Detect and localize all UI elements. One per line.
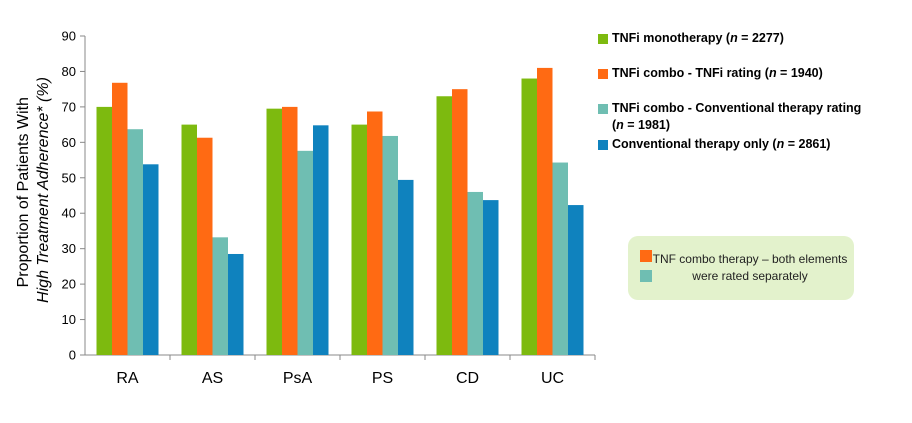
legend-item-tnfi-combo-tnfi: TNFi combo - TNFi rating (n = 1940) (598, 65, 908, 82)
y-tick-label: 90 (62, 29, 76, 44)
bar-ra-series-3 (127, 129, 143, 355)
legend-text-open: ( (612, 118, 617, 132)
bar-ra-series-2 (112, 82, 128, 355)
combo-therapy-note: TNF combo therapy – both elements were r… (628, 236, 854, 300)
y-tick-label: 80 (62, 64, 76, 79)
legend-text-rest: = 2277) (737, 31, 784, 45)
legend-text-rest: = 2861) (784, 137, 831, 151)
bar-psa-series-3 (297, 150, 313, 355)
bar-cd-series-1 (436, 96, 452, 355)
bar-cd-series-2 (452, 89, 468, 356)
bar-as-series-2 (197, 137, 213, 355)
legend-n: n (768, 66, 777, 80)
y-tick-label: 40 (62, 206, 76, 221)
x-category-label: PS (372, 370, 393, 387)
x-category-label: UC (541, 370, 564, 387)
y-tick-label: 0 (69, 348, 76, 363)
bar-as-series-3 (212, 237, 228, 355)
chart-axes (80, 35, 596, 360)
legend-item-conventional-only: Conventional therapy only (n = 2861) (598, 136, 908, 153)
legend-n: n (776, 137, 785, 151)
note-swatch-teal (640, 270, 652, 282)
bar-psa-series-4 (313, 125, 329, 355)
x-category-label: RA (116, 370, 139, 387)
legend-swatch (598, 140, 608, 150)
y-tick-label: 60 (62, 135, 76, 150)
y-tick-label: 50 (62, 170, 76, 185)
bar-uc-series-3 (552, 162, 568, 355)
legend-swatch (598, 69, 608, 79)
legend-text: TNFi monotherapy ( (612, 31, 731, 45)
y-axis-label-line1: Proportion of Patients With (15, 97, 32, 287)
note-swatch-orange (640, 250, 652, 262)
y-tick-label: 30 (62, 241, 76, 256)
bar-ra-series-4 (143, 164, 159, 355)
x-category-label: PsA (283, 370, 313, 387)
chart-bars (96, 67, 584, 356)
chart-legend: TNFi monotherapy (n = 2277) TNFi combo -… (598, 30, 908, 171)
legend-n: n (730, 31, 738, 45)
note-text: TNF combo therapy – both elements were r… (652, 252, 848, 283)
chart-labels: 0 10 20 30 40 50 60 70 80 90 RA AS PsA PS CD UC (62, 29, 565, 388)
bar-ps-series-3 (382, 135, 398, 355)
legend-text: TNFi combo - TNFi rating ( (612, 66, 769, 80)
y-axis-label: Proportion of Patients With High Treatme… (15, 77, 52, 303)
bar-ps-series-2 (367, 111, 383, 355)
legend-item-tnfi-monotherapy: TNFi monotherapy (n = 2277) (598, 30, 908, 47)
bar-chart: 0 10 20 30 40 50 60 70 80 90 RA AS PsA PS CD UC Proport… (15, 29, 596, 388)
bar-ps-series-1 (351, 124, 367, 355)
bar-uc-series-2 (537, 67, 553, 356)
x-category-label: CD (456, 370, 479, 387)
bar-ra-series-1 (96, 106, 112, 355)
legend-text-rest: = 1981) (623, 118, 671, 132)
bar-as-series-4 (228, 253, 244, 355)
bar-psa-series-2 (282, 106, 298, 355)
x-category-label: AS (202, 370, 223, 387)
legend-text: TNFi combo - Conventional therapy rating (612, 101, 862, 115)
y-tick-label: 10 (62, 312, 76, 327)
bar-cd-series-3 (467, 191, 483, 355)
bar-as-series-1 (181, 124, 197, 355)
y-tick-label: 70 (62, 99, 76, 114)
legend-text: Conventional therapy only ( (612, 137, 777, 151)
bar-uc-series-4 (568, 205, 584, 355)
bar-psa-series-1 (266, 108, 282, 356)
legend-swatch (598, 34, 608, 44)
legend-n: n (616, 118, 624, 132)
bar-uc-series-1 (521, 78, 537, 356)
legend-item-tnfi-combo-conventional: TNFi combo - Conventional therapy rating… (598, 100, 908, 134)
bar-ps-series-4 (398, 179, 414, 355)
y-tick-label: 20 (62, 277, 76, 292)
legend-swatch (598, 104, 608, 114)
legend-text-rest: = 1940) (776, 66, 823, 80)
y-axis-label-line2: High Treatment Adherence* (%) (35, 77, 52, 303)
bar-cd-series-4 (483, 200, 499, 355)
